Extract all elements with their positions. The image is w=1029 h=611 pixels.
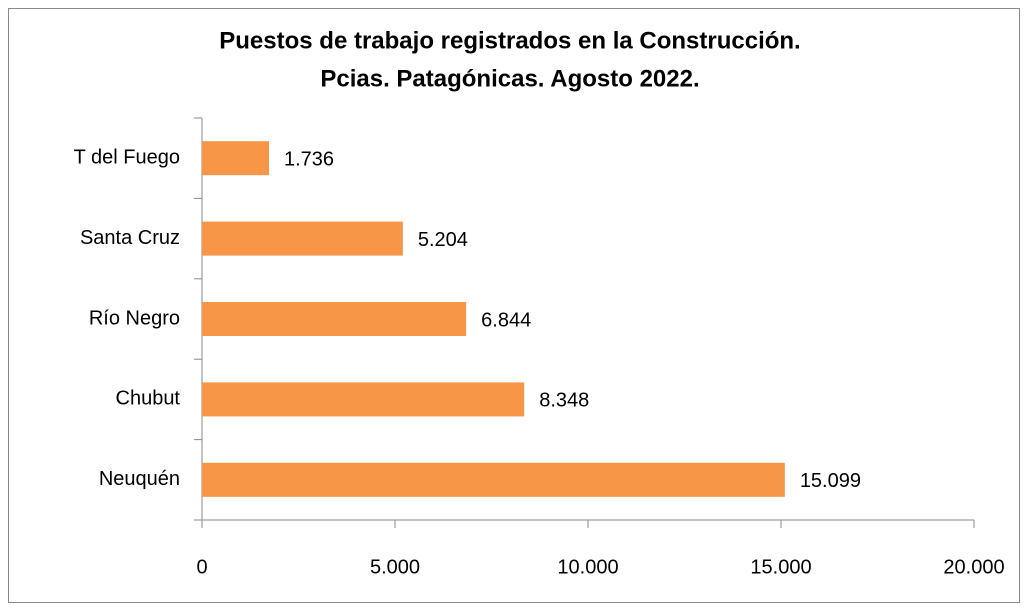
bar: [202, 141, 270, 176]
y-tick-label: T del Fuego: [74, 146, 180, 168]
value-label: 5.204: [418, 229, 468, 251]
bar: [202, 462, 785, 497]
y-tick-label: Río Negro: [89, 307, 180, 329]
x-tick-label: 10.000: [557, 556, 618, 578]
y-tick-label: Santa Cruz: [80, 227, 180, 249]
chart-border: [8, 8, 1020, 603]
x-tick-label: 0: [196, 556, 207, 578]
value-label: 6.844: [481, 309, 531, 331]
bar: [202, 221, 403, 256]
chart-subtitle: Pcias. Patagónicas. Agosto 2022.: [320, 65, 699, 92]
x-tick-label: 20.000: [943, 556, 1004, 578]
value-label: 15.099: [800, 470, 861, 492]
value-label: 8.348: [539, 390, 589, 412]
y-tick-label: Neuquén: [99, 468, 180, 490]
value-label: 1.736: [284, 148, 334, 170]
y-tick-label: Chubut: [116, 388, 181, 410]
x-tick-label: 15.000: [750, 556, 811, 578]
x-tick-label: 5.000: [370, 556, 420, 578]
bar: [202, 382, 525, 417]
bar: [202, 302, 467, 336]
chart-title: Puestos de trabajo registrados en la Con…: [219, 27, 800, 54]
